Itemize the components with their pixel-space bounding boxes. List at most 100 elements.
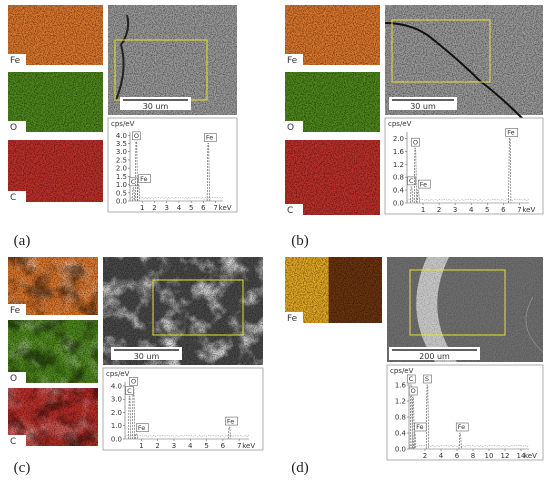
x-tick-label: 5 xyxy=(485,206,489,214)
x-tick-label: 4 xyxy=(177,204,182,212)
map-label: C xyxy=(287,206,293,216)
map-label: Fe xyxy=(10,56,21,66)
map-label-bg xyxy=(8,372,26,383)
y-tick-label: 3.0 xyxy=(116,148,127,156)
peak-label: Fe xyxy=(140,175,147,183)
peak xyxy=(413,147,417,204)
x-tick-label: 14 xyxy=(517,452,526,460)
peak-label: Fe xyxy=(416,423,423,431)
map-label: O xyxy=(10,374,17,384)
peak-label: Fe xyxy=(206,134,213,142)
x-axis-unit: keV xyxy=(219,204,232,212)
x-tick-label: 2 xyxy=(423,452,427,460)
peak-label-box xyxy=(414,422,427,432)
y-axis-label: cps/eV xyxy=(111,120,135,128)
x-tick-label: 4 xyxy=(188,442,193,450)
scale-bar-label: 30 um xyxy=(134,352,160,361)
peak xyxy=(413,432,417,450)
scale-bar-label: 30 um xyxy=(410,102,436,111)
peak-label: C xyxy=(131,178,136,186)
analysis-area xyxy=(391,19,491,83)
x-axis-unit: keV xyxy=(522,206,535,214)
map-label: C xyxy=(10,437,16,447)
spectrum-frame xyxy=(102,367,264,451)
x-tick-label: 4 xyxy=(439,452,444,460)
x-tick-label: 10 xyxy=(485,452,494,460)
crack xyxy=(384,22,526,122)
x-tick-label: 2 xyxy=(152,204,156,212)
map-label-bg xyxy=(8,191,26,202)
y-tick-label: 1.2 xyxy=(395,398,406,406)
sem-texture xyxy=(385,5,543,115)
peak-label-box xyxy=(423,374,432,384)
x-tick-label: 6 xyxy=(201,204,206,212)
background-signal xyxy=(124,434,250,438)
x-tick-label: 3 xyxy=(453,206,457,214)
peak-label-box xyxy=(138,174,151,183)
y-tick-label: 3.0 xyxy=(111,396,122,404)
map-label: Fe xyxy=(287,314,298,324)
y-tick-label: 3.5 xyxy=(116,140,127,148)
peak-label: O xyxy=(131,378,136,386)
x-tick-label: 7 xyxy=(517,206,521,214)
peak xyxy=(227,426,231,440)
peak-label-box xyxy=(136,423,149,432)
y-tick-label: 0.0 xyxy=(111,436,122,444)
x-tick-label: 12 xyxy=(501,452,510,460)
y-tick-label: 0.4 xyxy=(395,430,407,438)
map-label: Fe xyxy=(10,306,21,316)
peak xyxy=(137,184,141,202)
peak-label-box xyxy=(455,422,469,432)
x-tick-label: 3 xyxy=(164,204,168,212)
peak-label-box xyxy=(407,176,416,186)
map-label-bg xyxy=(8,54,26,65)
y-axis-label: cps/eV xyxy=(390,367,414,375)
x-tick-label: 2 xyxy=(437,206,441,214)
peak xyxy=(458,432,462,450)
x-tick-label: 4 xyxy=(469,206,474,214)
x-tick-label: 2 xyxy=(155,442,159,450)
peak-label: Fe xyxy=(420,180,427,188)
x-axis-unit: keV xyxy=(242,442,255,450)
map-label-bg xyxy=(285,54,303,65)
peak xyxy=(409,186,413,204)
x-tick-label: 6 xyxy=(221,442,226,450)
panel-label: (d) xyxy=(291,460,309,476)
y-axis-label: cps/eV xyxy=(106,370,130,378)
peak-label-box xyxy=(406,374,416,384)
peak xyxy=(508,138,512,204)
y-tick-label: 2.0 xyxy=(116,165,127,173)
peak-label: C xyxy=(409,177,414,185)
peak xyxy=(128,396,132,440)
map-label: C xyxy=(10,193,16,203)
y-tick-label: 0.0 xyxy=(116,198,127,206)
peak-label-box xyxy=(417,179,431,189)
peak-label-box xyxy=(132,131,141,141)
peak-label-box xyxy=(505,128,518,137)
y-tick-label: 1.5 xyxy=(116,173,127,181)
map-label: O xyxy=(10,123,17,133)
y-tick-label: 0.4 xyxy=(393,187,405,195)
peak-label-box xyxy=(411,137,420,147)
panel-label: (a) xyxy=(14,233,31,249)
background-signal xyxy=(408,444,530,448)
sem-texture xyxy=(387,257,543,362)
analysis-area xyxy=(152,279,244,336)
peak-label: O xyxy=(134,132,139,140)
scale-bar-label: 30 um xyxy=(143,102,169,111)
peak-label: O xyxy=(411,387,416,395)
y-tick-label: 0.0 xyxy=(393,200,404,208)
peak xyxy=(425,384,429,450)
x-tick-label: 7 xyxy=(213,204,217,212)
y-tick-label: 2.5 xyxy=(116,156,127,164)
crack xyxy=(115,14,130,101)
peak-label: Fe xyxy=(227,417,234,425)
x-tick-label: 8 xyxy=(471,452,475,460)
y-tick-label: 1.0 xyxy=(111,422,122,430)
x-axis-unit: keV xyxy=(524,452,537,460)
x-tick-label: 1 xyxy=(140,204,144,212)
y-tick-label: 2.0 xyxy=(393,135,404,143)
map-label-bg xyxy=(285,204,303,215)
peak-label-box xyxy=(125,386,134,395)
